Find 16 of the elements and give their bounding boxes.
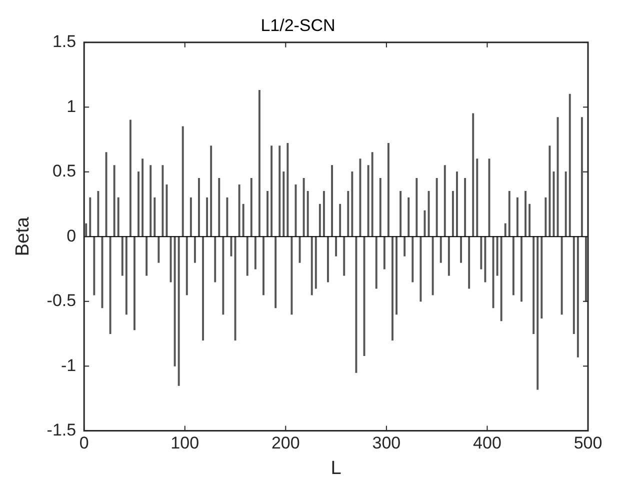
y-tick-label: 1 (66, 96, 76, 116)
x-tick-label: 200 (271, 434, 300, 453)
x-tick-label: 0 (79, 434, 89, 453)
chart-title: L1/2-SCN (260, 16, 336, 35)
y-axis-title: Beta (12, 216, 34, 256)
y-tick-label: 0 (66, 226, 76, 246)
y-tick-label: 1.5 (52, 32, 76, 52)
y-tick-label: -1 (60, 356, 76, 375)
y-tick-label: -0.5 (46, 291, 76, 310)
x-axis-title: L (330, 458, 342, 479)
y-tick-label: 0.5 (52, 162, 76, 181)
x-tick-label: 100 (170, 434, 200, 453)
x-tick-label: 300 (372, 434, 401, 453)
x-tick-label: 400 (473, 434, 502, 453)
y-tick-label: -1.5 (46, 420, 76, 440)
x-tick-label: 500 (574, 434, 602, 453)
